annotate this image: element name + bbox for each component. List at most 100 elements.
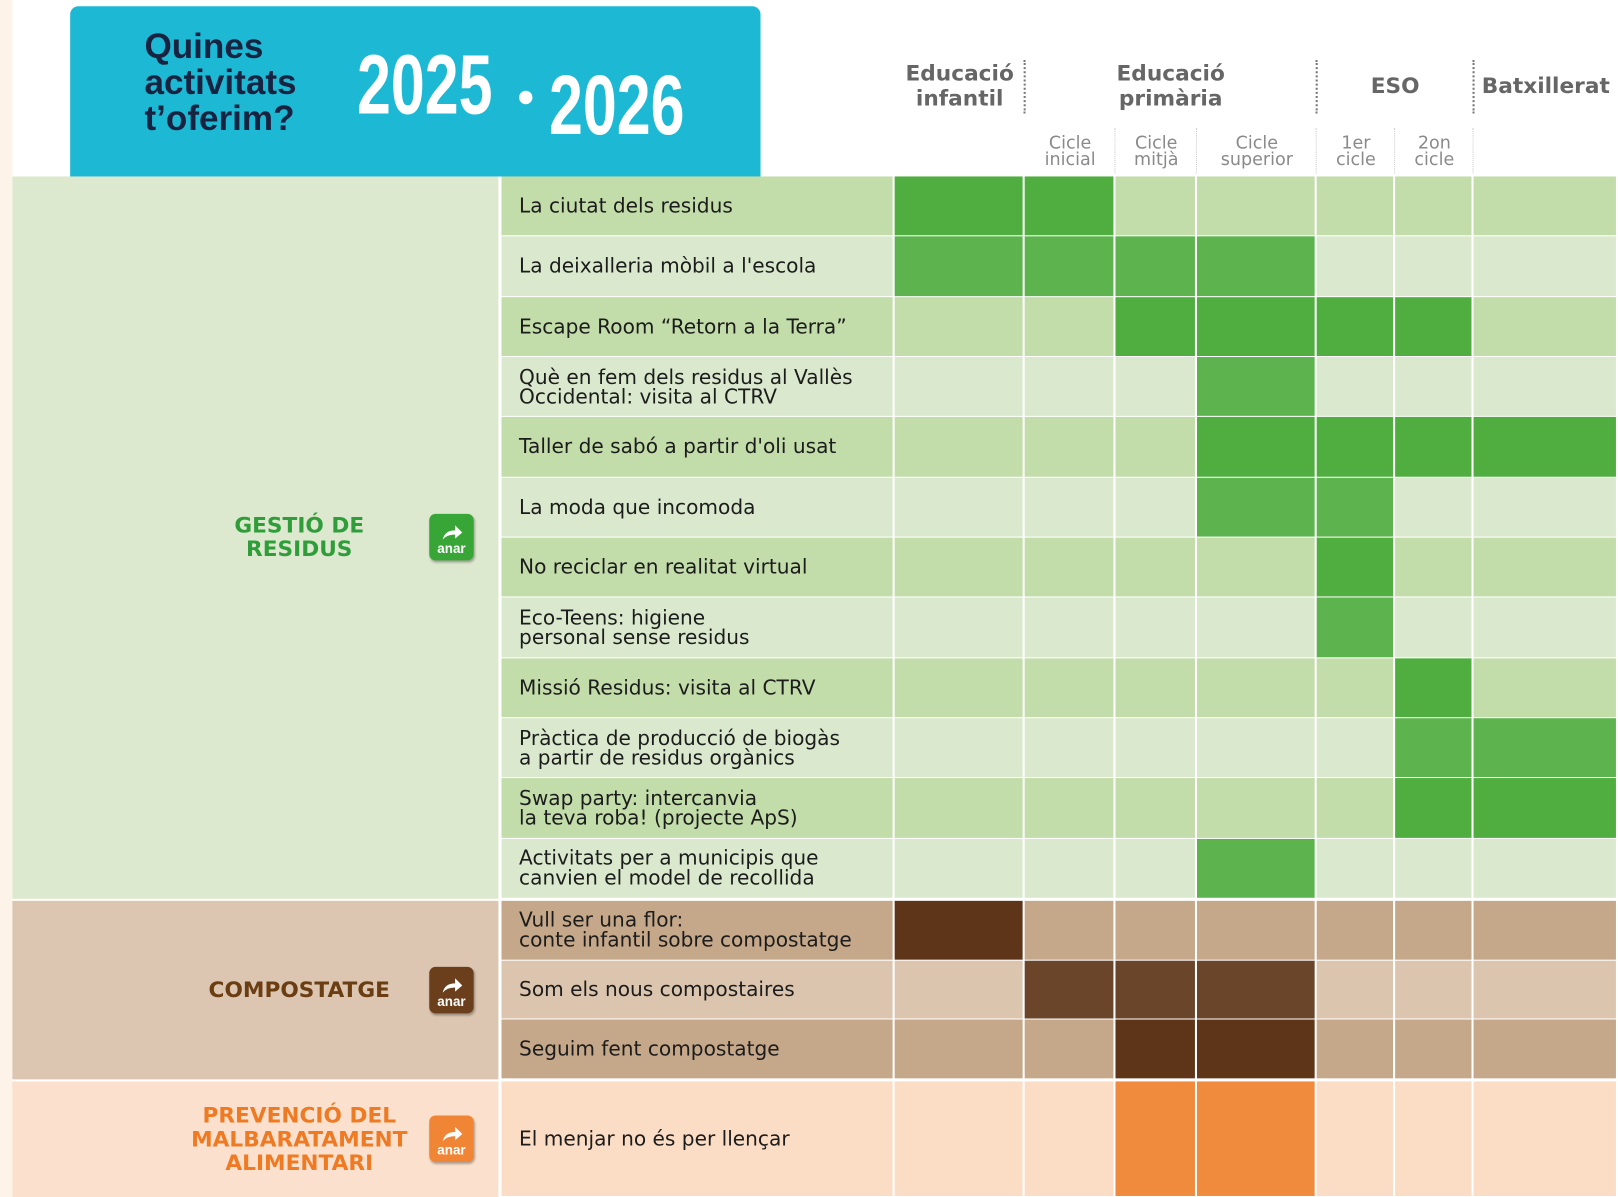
empty-cell: [1197, 657, 1315, 718]
empty-cell: [1395, 960, 1472, 1019]
offered-cell: [1115, 1081, 1195, 1196]
empty-cell: [1115, 357, 1195, 417]
empty-cell: [894, 838, 1023, 898]
arrow-icon: [442, 525, 462, 540]
empty-cell: [1024, 778, 1114, 838]
empty-cell: [1316, 176, 1394, 236]
empty-cell: [1473, 537, 1616, 597]
empty-cell: [1395, 838, 1472, 898]
empty-cell: [894, 960, 1023, 1019]
empty-cell: [1473, 176, 1616, 236]
empty-cell: [1316, 960, 1394, 1019]
activity-name: Pràctica de producció de biogàs a partir…: [501, 718, 893, 778]
activity-name: Missió Residus: visita al CTRV: [501, 657, 893, 718]
subcolumn-label: Cicle inicial: [1044, 133, 1096, 171]
empty-cell: [1024, 537, 1114, 597]
offered-cell: [1473, 778, 1616, 838]
empty-cell: [1395, 900, 1472, 960]
empty-cell: [1395, 477, 1472, 537]
empty-cell: [1316, 1019, 1394, 1079]
empty-cell: [1197, 537, 1315, 597]
year-end: 2026: [548, 58, 685, 153]
empty-cell: [1473, 900, 1616, 960]
offered-cell: [1115, 1019, 1195, 1079]
offered-cell: [1316, 296, 1394, 356]
empty-cell: [1473, 597, 1616, 657]
empty-cell: [1316, 236, 1394, 296]
section-panel: [12, 900, 499, 1080]
subcolumn-divider: [1114, 127, 1116, 174]
offered-cell: [1395, 778, 1472, 838]
empty-cell: [1473, 1019, 1616, 1079]
empty-cell: [1115, 477, 1195, 537]
offered-cell: [1395, 718, 1472, 778]
year-separator: [519, 90, 533, 105]
activity-name: La ciutat dels residus: [501, 176, 893, 236]
empty-cell: [1115, 417, 1195, 477]
offered-cell: [1197, 477, 1315, 537]
offered-cell: [1115, 960, 1195, 1019]
offered-cell: [1316, 417, 1394, 477]
empty-cell: [1316, 657, 1394, 718]
header-banner: [70, 6, 761, 177]
section-button[interactable]: anar: [429, 1115, 474, 1162]
empty-cell: [1024, 417, 1114, 477]
column-group-label: Educació primària: [1116, 60, 1225, 111]
offered-cell: [1197, 236, 1315, 296]
empty-cell: [1115, 657, 1195, 718]
subcolumn-divider: [1472, 127, 1474, 174]
empty-cell: [1024, 296, 1114, 356]
empty-cell: [1316, 838, 1394, 898]
empty-cell: [1024, 1019, 1114, 1079]
offered-cell: [1197, 1081, 1315, 1196]
offered-cell: [1115, 296, 1195, 356]
empty-cell: [1115, 537, 1195, 597]
offered-cell: [1395, 657, 1472, 718]
empty-cell: [1024, 597, 1114, 657]
offered-cell: [1316, 537, 1394, 597]
activity-name: La moda que incomoda: [501, 477, 893, 537]
activity-name: Eco-Teens: higiene personal sense residu…: [501, 597, 893, 657]
empty-cell: [1316, 778, 1394, 838]
empty-cell: [1395, 1019, 1472, 1079]
offered-cell: [1197, 417, 1315, 477]
offered-cell: [894, 900, 1023, 960]
empty-cell: [1316, 1081, 1394, 1196]
section-button[interactable]: anar: [429, 966, 474, 1013]
subcolumn-label: Cicle mitjà: [1134, 133, 1179, 171]
empty-cell: [1473, 1081, 1616, 1196]
subcolumn-label: Cicle superior: [1220, 133, 1293, 171]
column-divider: [1472, 59, 1475, 114]
header-title: Quines activitats t’oferim?: [144, 26, 297, 139]
empty-cell: [894, 597, 1023, 657]
activity-name: La deixalleria mòbil a l'escola: [501, 236, 893, 296]
section-button[interactable]: anar: [429, 513, 474, 561]
activity-name: Activitats per a municipis que canvien e…: [501, 838, 893, 898]
empty-cell: [1395, 1081, 1472, 1196]
offered-cell: [1024, 236, 1114, 296]
empty-cell: [894, 718, 1023, 778]
offered-cell: [1473, 718, 1616, 778]
year-start: 2025: [357, 38, 493, 133]
arrow-icon: [442, 1126, 462, 1142]
empty-cell: [1473, 357, 1616, 417]
empty-cell: [1395, 236, 1472, 296]
empty-cell: [1024, 357, 1114, 417]
empty-cell: [1115, 838, 1195, 898]
empty-cell: [894, 537, 1023, 597]
empty-cell: [1024, 838, 1114, 898]
arrow-icon: [442, 977, 462, 993]
empty-cell: [894, 477, 1023, 537]
empty-cell: [1197, 176, 1315, 236]
empty-cell: [1395, 597, 1472, 657]
empty-cell: [1473, 236, 1616, 296]
activity-name: Vull ser una flor: conte infantil sobre …: [501, 900, 893, 960]
activity-name: Taller de sabó a partir d'oli usat: [501, 417, 893, 477]
section-label: COMPOSTATGE: [208, 977, 390, 1002]
offered-cell: [1024, 176, 1114, 236]
empty-cell: [1197, 778, 1315, 838]
column-divider: [1023, 59, 1026, 114]
empty-cell: [894, 778, 1023, 838]
